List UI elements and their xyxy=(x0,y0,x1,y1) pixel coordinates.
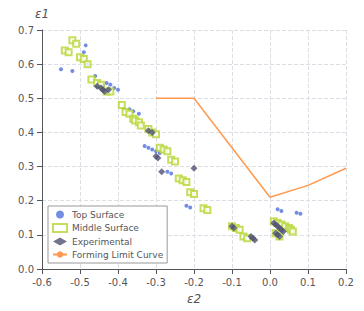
svg-text:-0.4: -0.4 xyxy=(108,277,128,288)
svg-text:0.2: 0.2 xyxy=(338,277,354,288)
svg-text:0.6: 0.6 xyxy=(18,59,34,70)
svg-text:Top Surface: Top Surface xyxy=(71,210,125,220)
svg-text:ε2: ε2 xyxy=(187,292,201,306)
svg-text:0.0: 0.0 xyxy=(18,264,34,275)
svg-text:-0.3: -0.3 xyxy=(146,277,166,288)
svg-text:0.1: 0.1 xyxy=(300,277,316,288)
svg-text:-0.1: -0.1 xyxy=(222,277,242,288)
svg-text:Forming Limit Curve: Forming Limit Curve xyxy=(72,250,164,260)
svg-text:0.3: 0.3 xyxy=(18,161,34,172)
svg-text:0.5: 0.5 xyxy=(18,93,34,104)
svg-text:0.1: 0.1 xyxy=(18,229,34,240)
svg-text:Middle Surface: Middle Surface xyxy=(72,223,139,233)
svg-text:0.2: 0.2 xyxy=(18,195,34,206)
svg-text:0.4: 0.4 xyxy=(18,127,34,138)
svg-text:Experimental: Experimental xyxy=(72,237,132,247)
svg-text:0.7: 0.7 xyxy=(18,25,34,36)
svg-text:-0.5: -0.5 xyxy=(70,277,90,288)
svg-text:-0.2: -0.2 xyxy=(184,277,204,288)
svg-text:ε1: ε1 xyxy=(35,7,49,21)
svg-text:-0.6: -0.6 xyxy=(32,277,52,288)
svg-text:0.0: 0.0 xyxy=(262,277,278,288)
